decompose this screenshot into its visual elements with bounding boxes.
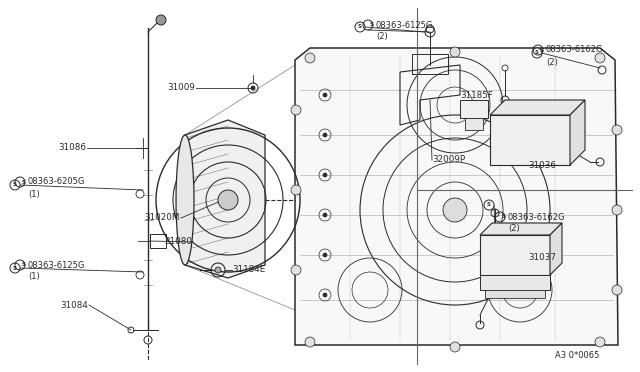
Circle shape: [215, 267, 221, 273]
Text: 08363-6162G: 08363-6162G: [508, 212, 566, 221]
Circle shape: [218, 190, 238, 210]
Text: (2): (2): [546, 58, 557, 67]
Circle shape: [323, 253, 327, 257]
Text: 31036: 31036: [528, 160, 556, 170]
Circle shape: [323, 93, 327, 97]
Circle shape: [323, 213, 327, 217]
Text: S: S: [358, 25, 362, 29]
Polygon shape: [480, 223, 562, 235]
Bar: [480, 275, 550, 290]
Text: 31037: 31037: [528, 253, 556, 263]
Circle shape: [10, 263, 20, 273]
Text: S: S: [502, 215, 506, 219]
Text: (1): (1): [28, 273, 40, 282]
Circle shape: [450, 342, 460, 352]
Text: 31184E: 31184E: [232, 266, 265, 275]
Circle shape: [291, 185, 301, 195]
Polygon shape: [550, 223, 562, 275]
Circle shape: [595, 337, 605, 347]
Polygon shape: [570, 100, 585, 165]
Text: S: S: [370, 22, 374, 28]
Text: 31020M: 31020M: [145, 214, 180, 222]
Text: 31009: 31009: [167, 83, 195, 93]
Circle shape: [595, 53, 605, 63]
Bar: [465, 118, 483, 130]
Polygon shape: [490, 100, 585, 115]
Circle shape: [291, 105, 301, 115]
Text: S: S: [540, 48, 544, 52]
Text: 32009P: 32009P: [432, 155, 465, 164]
Bar: [485, 290, 545, 298]
Polygon shape: [295, 48, 618, 345]
Circle shape: [323, 293, 327, 297]
Text: 08363-6125G: 08363-6125G: [376, 20, 433, 29]
Circle shape: [612, 205, 622, 215]
Circle shape: [484, 200, 494, 210]
Bar: [460, 100, 488, 118]
Text: (1): (1): [28, 189, 40, 199]
Circle shape: [251, 86, 255, 90]
Circle shape: [450, 47, 460, 57]
Text: (2): (2): [508, 224, 520, 234]
Text: 31185F: 31185F: [460, 90, 493, 99]
Circle shape: [612, 285, 622, 295]
Circle shape: [612, 125, 622, 135]
Bar: [150, 234, 166, 248]
Circle shape: [305, 53, 315, 63]
Text: S: S: [22, 180, 26, 185]
Circle shape: [323, 133, 327, 137]
Text: (2): (2): [376, 32, 388, 42]
Text: 31080: 31080: [164, 237, 192, 247]
Circle shape: [355, 22, 365, 32]
Polygon shape: [185, 120, 265, 278]
Text: S: S: [535, 51, 539, 55]
Circle shape: [156, 15, 166, 25]
Circle shape: [10, 180, 20, 190]
Text: 31086: 31086: [58, 144, 86, 153]
Text: 08363-6205G: 08363-6205G: [28, 177, 85, 186]
Circle shape: [305, 337, 315, 347]
Text: 08363-6162G: 08363-6162G: [546, 45, 604, 55]
Text: S: S: [13, 266, 17, 270]
Bar: [490, 115, 570, 165]
Circle shape: [323, 173, 327, 177]
Ellipse shape: [176, 135, 194, 265]
Circle shape: [532, 48, 542, 58]
Text: S: S: [22, 263, 26, 267]
Text: A3 0*0065: A3 0*0065: [555, 350, 600, 359]
Circle shape: [291, 265, 301, 275]
Text: S: S: [487, 202, 491, 208]
Bar: [480, 235, 550, 275]
Bar: [412, 54, 448, 74]
Circle shape: [443, 198, 467, 222]
Text: 31084: 31084: [60, 301, 88, 310]
Text: S: S: [13, 183, 17, 187]
Text: 08363-6125G: 08363-6125G: [28, 260, 85, 269]
